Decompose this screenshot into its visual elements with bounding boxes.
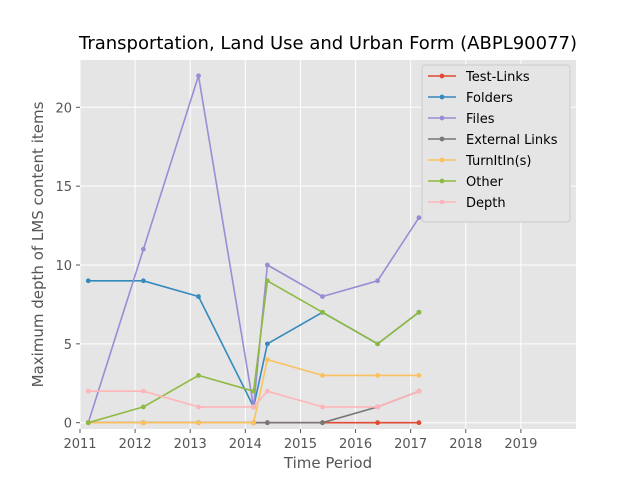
y-tick-label: 10 — [55, 259, 72, 274]
data-point-other — [140, 404, 146, 410]
legend-item-external-links: External Links — [428, 133, 558, 148]
legend-marker — [439, 199, 445, 205]
y-tick-label: 15 — [55, 180, 72, 195]
data-point-test-links — [416, 420, 422, 426]
y-tick-label: 0 — [64, 417, 72, 432]
legend-item-other: Other — [428, 175, 504, 190]
legend-marker — [439, 157, 445, 163]
data-point-other — [264, 278, 270, 284]
data-point-turnitin-s — [375, 372, 380, 378]
data-point-other — [416, 309, 422, 315]
legend-marker — [439, 94, 445, 100]
series-line-depth — [88, 390, 420, 408]
data-point-test-links — [375, 420, 380, 426]
data-point-depth — [251, 404, 256, 410]
x-tick-label: 2018 — [449, 437, 482, 452]
y-axis-title: Maximum depth of LMS content items — [29, 101, 47, 387]
data-point-depth — [196, 404, 201, 410]
legend-marker — [439, 178, 445, 184]
legend-frame — [421, 64, 571, 223]
data-point-depth — [140, 388, 146, 394]
data-point-files — [375, 278, 380, 284]
data-point-files — [416, 215, 422, 221]
data-point-other — [320, 309, 325, 315]
legend-label: Depth — [466, 196, 506, 211]
x-tick-label: 2011 — [63, 437, 96, 452]
data-point-depth — [375, 404, 380, 410]
y-axis-ticks: 0 5 10 15 20 — [55, 101, 80, 432]
legend: Test-Links Folders Files External Links Turn… — [421, 64, 571, 223]
legend-label: Files — [466, 112, 495, 127]
data-point-turnitin-s — [251, 420, 256, 426]
x-tick-label: 2019 — [504, 437, 537, 452]
data-point-depth — [85, 388, 91, 394]
data-point-external-links — [264, 420, 270, 426]
legend-label: TurnItIn(s) — [465, 154, 531, 169]
data-point-turnitin-s — [196, 420, 201, 426]
data-point-files — [264, 262, 270, 268]
legend-label: Folders — [466, 91, 513, 106]
data-point-depth — [416, 388, 422, 394]
chart-title: Transportation, Land Use and Urban Form … — [78, 33, 577, 54]
data-point-depth — [264, 388, 270, 394]
legend-label: External Links — [466, 133, 558, 148]
data-point-turnitin-s — [416, 372, 422, 378]
data-point-other — [85, 420, 91, 426]
y-tick-label: 20 — [55, 101, 72, 116]
series-depth — [85, 388, 422, 410]
x-tick-label: 2014 — [229, 437, 262, 452]
data-point-external-links — [320, 420, 325, 426]
legend-marker — [439, 115, 445, 121]
data-point-other — [196, 372, 201, 378]
legend-marker — [439, 136, 445, 142]
data-point-folders — [264, 341, 270, 347]
legend-label: Test-Links — [465, 70, 530, 85]
data-point-turnitin-s — [140, 420, 146, 426]
legend-marker — [439, 73, 445, 79]
series-line-other — [88, 279, 420, 424]
x-tick-label: 2013 — [174, 437, 207, 452]
data-point-turnitin-s — [320, 372, 325, 378]
data-point-files — [140, 246, 146, 252]
series-lines — [85, 73, 422, 426]
data-point-other — [251, 388, 256, 394]
series-other — [85, 278, 422, 426]
data-point-other — [375, 341, 380, 347]
data-point-folders — [196, 294, 201, 299]
x-axis-ticks: 2011 2012 2013 2014 2015 2016 2017 2018 2019 — [63, 429, 537, 452]
x-axis-title: Time Period — [283, 454, 372, 472]
data-point-files — [320, 294, 325, 299]
data-point-depth — [320, 404, 325, 410]
series-line-turnitin-s — [88, 358, 419, 424]
data-point-turnitin-s — [264, 357, 270, 363]
legend-item-folders: Folders — [428, 91, 513, 106]
legend-item-depth: Depth — [428, 196, 506, 211]
legend-label: Other — [466, 175, 504, 190]
data-point-files — [196, 73, 201, 79]
data-point-folders — [140, 278, 146, 284]
legend-item-test-links: Test-Links — [428, 70, 530, 85]
legend-item-turnitin-s: TurnItIn(s) — [428, 154, 531, 169]
data-point-folders — [85, 278, 91, 284]
y-tick-label: 5 — [64, 338, 72, 353]
x-tick-label: 2012 — [119, 437, 152, 452]
x-tick-label: 2015 — [284, 437, 317, 452]
legend-item-files: Files — [428, 112, 495, 127]
x-tick-label: 2017 — [394, 437, 427, 452]
x-tick-label: 2016 — [339, 437, 372, 452]
